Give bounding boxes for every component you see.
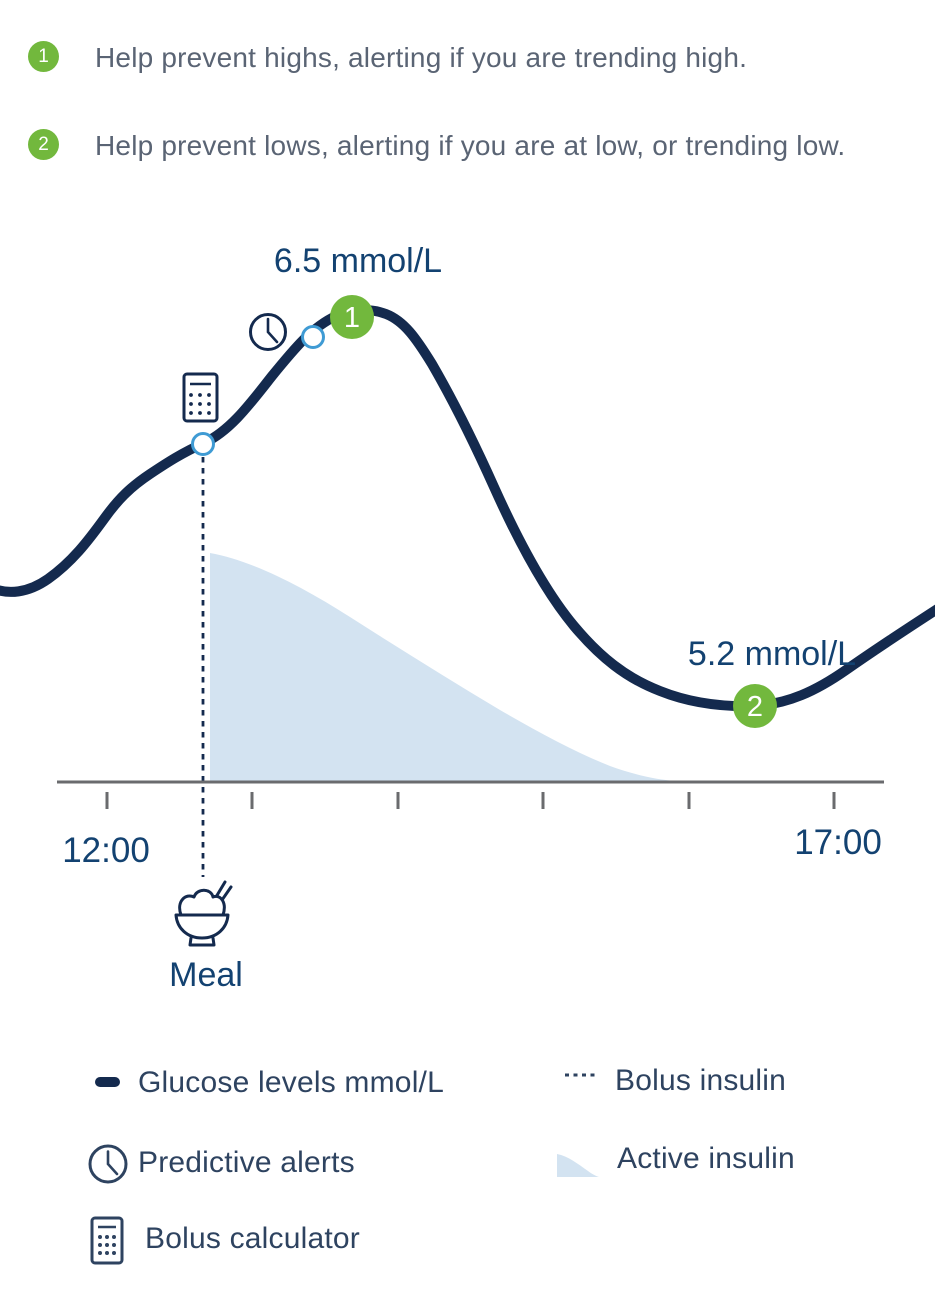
bolus-point-ring — [191, 432, 215, 456]
clock-icon — [88, 1144, 128, 1184]
active-insulin-area — [210, 553, 676, 781]
active-insulin-swatch — [557, 1154, 599, 1177]
meal-bowl — [174, 913, 230, 940]
badge-number: 1 — [38, 45, 49, 67]
intro-text-2: Help prevent lows, alerting if you are a… — [95, 130, 846, 161]
marker-1-number: 1 — [344, 302, 360, 334]
clock-icon — [249, 313, 287, 351]
legend-active-insulin-label: Active insulin — [617, 1142, 795, 1175]
marker-2-number: 2 — [747, 691, 763, 723]
intro-item-1: 1 Help prevent highs, alerting if you ar… — [28, 41, 747, 74]
chart-marker-2: 2 — [733, 684, 777, 728]
meal-label: Meal — [169, 956, 243, 994]
intro-item-2: 2 Help prevent lows, alerting if you are… — [28, 129, 845, 162]
meal-rice — [178, 888, 226, 917]
trough-value-label: 5.2 mmol/L — [688, 635, 856, 673]
dotted-line-swatch — [565, 1073, 597, 1077]
legend-bolus-label: Bolus insulin — [615, 1064, 787, 1097]
axis-label-end: 17:00 — [794, 823, 882, 862]
predictive-alert-point-ring — [301, 325, 325, 349]
calculator-icon — [90, 1216, 124, 1265]
axis-label-start: 12:00 — [62, 831, 150, 870]
badge-number: 2 — [38, 133, 49, 155]
chart-marker-1: 1 — [330, 295, 374, 339]
intro-text-1: Help prevent highs, alerting if you are … — [95, 42, 748, 73]
green-number-badge-1: 1 — [28, 41, 59, 72]
green-number-badge-2: 2 — [28, 129, 59, 160]
glucose-line-swatch — [95, 1077, 120, 1087]
legend-calculator-label: Bolus calculator — [145, 1222, 360, 1255]
legend-predictive-label: Predictive alerts — [138, 1146, 355, 1179]
peak-value-label: 6.5 mmol/L — [274, 242, 442, 280]
meal-icon — [174, 880, 233, 947]
meal-bowl-foot — [188, 936, 216, 947]
legend-glucose-label: Glucose levels mmol/L — [138, 1066, 444, 1099]
glucose-chart: 1 2 6.5 mmol/L 5.2 mmol/L 12:00 17:00 Me… — [0, 242, 935, 994]
calculator-icon — [182, 372, 219, 423]
